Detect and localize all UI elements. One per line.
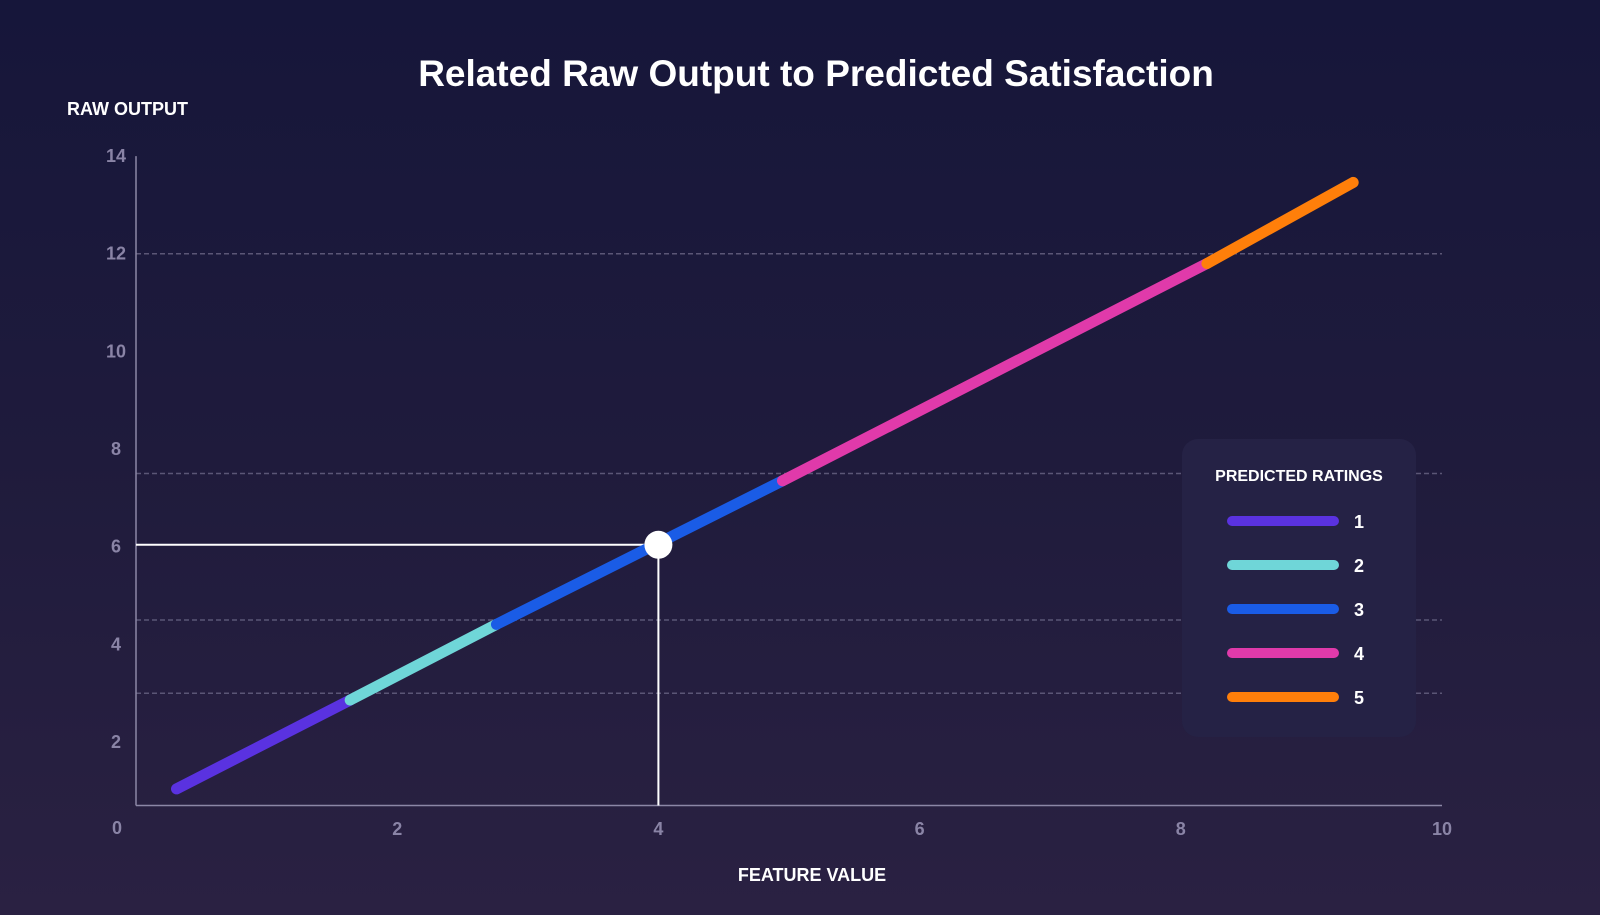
legend-title: PREDICTED RATINGS (1215, 468, 1383, 485)
y-tick-label: 12 (106, 244, 126, 264)
y-tick-label: 6 (111, 537, 121, 557)
series-segment-rating-4 (776, 258, 1213, 487)
y-tick-label: 2 (111, 732, 121, 752)
y-axis-label: RAW OUTPUT (67, 99, 188, 119)
legend-box (1182, 439, 1416, 737)
chart-title: Related Raw Output to Predicted Satisfac… (418, 53, 1214, 94)
series-segment-rating-1 (170, 694, 356, 795)
x-tick-label: 8 (1176, 819, 1186, 839)
legend-label-2: 2 (1354, 556, 1364, 576)
x-tick-label: 2 (392, 819, 402, 839)
series-segment-rating-2 (344, 618, 502, 706)
series-segment-rating-3 (490, 475, 788, 630)
legend-label-1: 1 (1354, 512, 1364, 532)
series-segment-rating-5 (1201, 176, 1359, 270)
y-tick-label: 8 (111, 439, 121, 459)
legend: PREDICTED RATINGS 1 2 3 4 5 (1182, 439, 1416, 737)
origin-label: 0 (112, 818, 122, 838)
x-tick-label: 4 (653, 819, 663, 839)
y-tick-label: 14 (106, 146, 126, 166)
legend-label-4: 4 (1354, 644, 1364, 664)
x-tick-label: 10 (1432, 819, 1452, 839)
y-tick-label: 10 (106, 341, 126, 361)
legend-label-5: 5 (1354, 688, 1364, 708)
legend-label-3: 3 (1354, 600, 1364, 620)
x-axis-label: FEATURE VALUE (738, 865, 886, 885)
y-tick-label: 4 (111, 634, 121, 654)
x-tick-label: 6 (915, 819, 925, 839)
highlight-point (644, 530, 673, 559)
